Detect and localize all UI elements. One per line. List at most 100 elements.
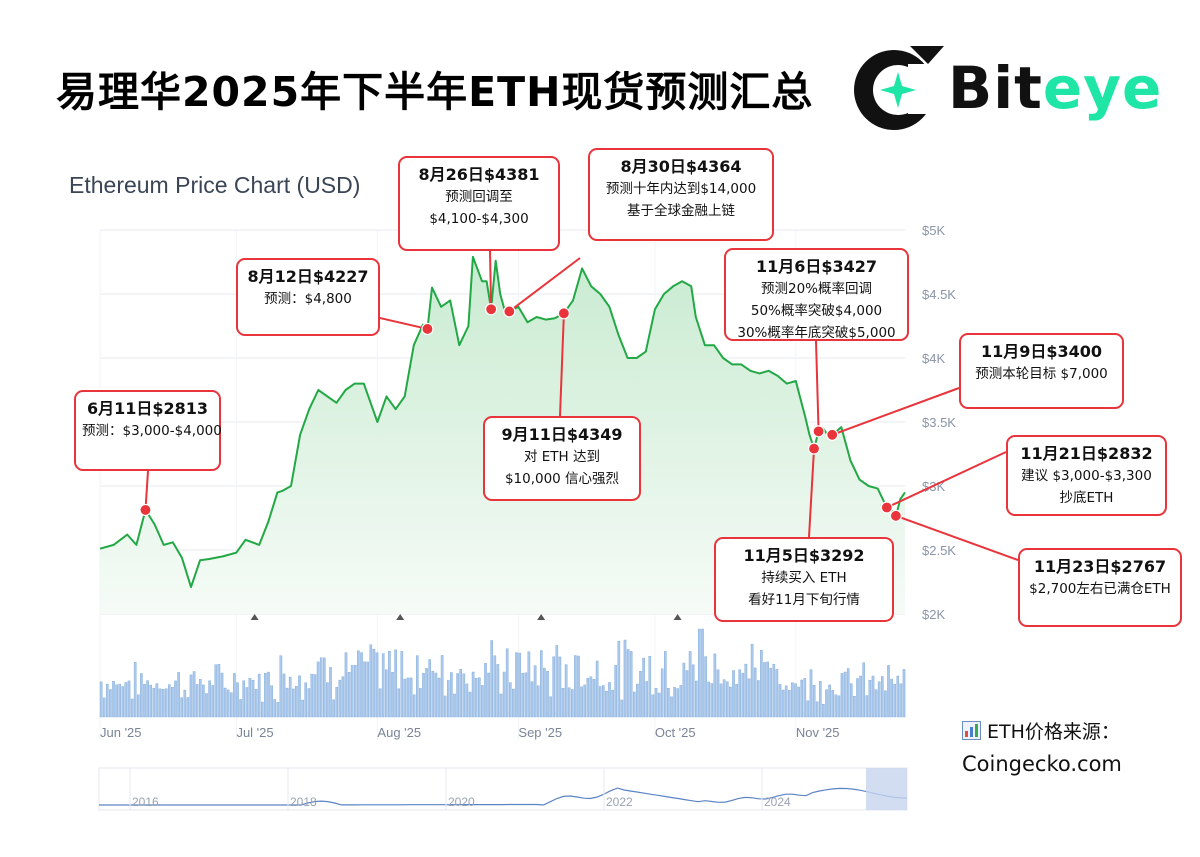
volume-bar — [815, 701, 819, 718]
volume-bar — [806, 700, 810, 718]
x-tick-label: Jun '25 — [100, 725, 142, 740]
volume-bar — [208, 680, 211, 718]
volume-bar — [633, 691, 636, 718]
volume-bar — [99, 681, 103, 718]
volume-bar — [657, 692, 661, 718]
volume-bar — [301, 699, 304, 718]
volume-bar — [465, 683, 469, 718]
volume-bar — [561, 688, 565, 718]
volume-bar — [171, 687, 174, 718]
annotation-heading: 6月11日$2813 — [86, 399, 209, 418]
annotation-marker — [421, 322, 434, 336]
annotation-text: 基于全球金融上链 — [627, 203, 735, 219]
volume-bar — [608, 682, 611, 718]
volume-bar — [437, 677, 441, 718]
annotation-callout: 8月12日$4227 预测：$4,800 — [236, 258, 380, 336]
y-tick-label: $5K — [922, 223, 945, 238]
volume-bar — [605, 690, 608, 718]
volume-bar — [760, 650, 763, 718]
volume-bar — [586, 678, 590, 718]
volume-bar — [505, 648, 509, 718]
annotation-callout: 6月11日$2813 预测：$3,000-$4,000 — [74, 390, 222, 471]
chart-title: Ethereum Price Chart (USD) — [69, 172, 361, 198]
annotation-callout: 11月6日$3427 预测20%概率回调 50%概率突破$4,000 30%概率年底突… — [724, 248, 909, 341]
volume-bar — [515, 652, 518, 718]
volume-bar — [540, 650, 543, 718]
volume-bar — [115, 684, 118, 718]
volume-bar — [549, 696, 552, 718]
volume-bar — [127, 680, 131, 718]
volume-bar — [819, 681, 822, 718]
annotation-text: 预测20%概率回调 — [760, 281, 872, 297]
volume-bar — [502, 671, 506, 718]
annotation-text: 看好11月下旬行情 — [748, 592, 860, 608]
volume-bar — [350, 665, 354, 718]
volume-bar — [217, 664, 221, 718]
volume-bar — [419, 688, 422, 718]
volume-bar — [245, 687, 249, 718]
volume-bar — [273, 699, 277, 718]
volume-bar — [744, 663, 748, 718]
annotation-text: 建议 $3,000-$3,300 — [1021, 468, 1152, 484]
annotation-marker — [557, 307, 570, 320]
annotation-marker — [139, 503, 152, 517]
volume-bar — [431, 671, 435, 718]
volume-bar — [862, 662, 865, 718]
annotation-heading: 11月21日$2832 — [1020, 444, 1153, 463]
volume-bar — [440, 655, 444, 718]
volume-bar — [685, 670, 689, 718]
x-tick-label: Jul '25 — [236, 725, 273, 740]
volume-bar — [695, 680, 698, 718]
volume-bar — [180, 697, 184, 718]
volume-bar — [868, 680, 872, 718]
volume-bar — [509, 682, 512, 718]
volume-bar — [310, 673, 314, 718]
volume-bar — [161, 689, 165, 718]
volume-bar — [809, 669, 813, 718]
volume-bar — [264, 673, 267, 718]
source-label: ETH价格来源： — [987, 721, 1120, 743]
event-flag-icon — [250, 614, 259, 620]
volume-bar — [372, 648, 376, 718]
volume-bar — [493, 655, 497, 718]
volume-bar — [499, 693, 503, 718]
annotation-text: 抄底ETH — [1059, 490, 1114, 506]
volume-bar — [403, 678, 407, 718]
volume-bar — [574, 655, 577, 718]
volume-bar — [660, 668, 664, 718]
navigator-line — [99, 787, 908, 806]
y-tick-label: $4K — [922, 351, 945, 366]
volume-bar — [899, 683, 903, 718]
volume-bar — [357, 650, 360, 718]
volume-bar — [261, 701, 264, 718]
annotation-callout: 9月11日$4349 对 ETH 达到 $10,000 信心强烈 — [483, 416, 641, 501]
volume-bar — [381, 653, 385, 718]
y-tick-label: $2.5K — [922, 543, 956, 558]
volume-bar — [189, 674, 193, 718]
volume-bar — [205, 693, 208, 718]
volume-bar — [118, 683, 121, 718]
page-title: 易理华2025年下半年ETH现货预测汇总 — [56, 68, 814, 116]
volume-bar — [177, 672, 180, 718]
volume-bar — [453, 693, 456, 718]
volume-bar — [285, 687, 289, 718]
volume-bar — [750, 643, 754, 718]
volume-bar — [394, 649, 397, 718]
volume-bar — [735, 684, 738, 718]
volume-bar — [840, 673, 844, 718]
x-tick-label: Sep '25 — [518, 725, 562, 740]
volume-bar — [828, 684, 831, 718]
volume-bar — [837, 695, 841, 718]
volume-bar — [629, 651, 633, 718]
volume-bar — [710, 683, 714, 718]
annotation-callout: 8月26日$4381 预测回调至 $4,100-$4,300 — [398, 156, 560, 251]
annotation-callout: 11月23日$2767 $2,700左右已满仓ETH — [1018, 548, 1182, 627]
bar-chart-icon — [962, 721, 981, 740]
volume-bar — [530, 681, 534, 718]
volume-bar — [654, 688, 658, 718]
volume-bar — [447, 680, 450, 718]
volume-bar — [198, 679, 202, 718]
source-link[interactable]: Coingecko.com — [962, 752, 1122, 776]
volume-bar — [270, 685, 273, 718]
volume-bar — [753, 667, 757, 718]
